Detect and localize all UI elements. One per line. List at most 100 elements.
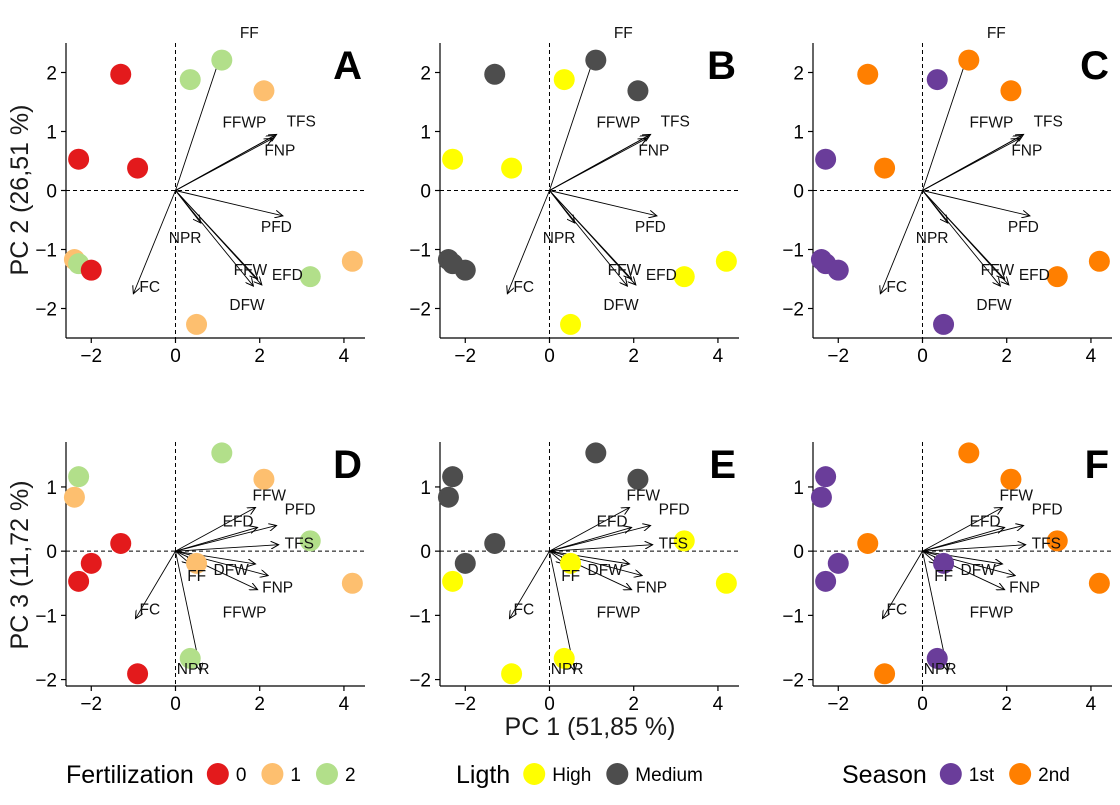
x-tick-label: 2 (254, 346, 265, 367)
loading-label-ff: FF (934, 568, 953, 585)
x-tick-label: 0 (170, 694, 181, 715)
loading-arrow-ff (922, 52, 968, 191)
legend-ligth: Ligth High Medium (456, 761, 703, 789)
y-tick-label: 1 (46, 123, 57, 144)
loading-label-pfd: PFD (635, 219, 666, 236)
loading-label-ff: FF (187, 568, 206, 585)
y-tick-label: 1 (420, 478, 431, 499)
loading-label-ff: FF (614, 25, 633, 42)
data-point (186, 552, 208, 574)
y-tick-label: −2 (782, 671, 804, 692)
x-tick-label: −2 (80, 346, 102, 367)
legend-key (939, 763, 962, 785)
x-tick-label: 4 (339, 694, 350, 715)
legend-label: Medium (635, 765, 703, 786)
loading-arrow-pfd (175, 525, 276, 552)
legend-label: 2 (345, 765, 356, 786)
loading-arrow-fnp (175, 139, 272, 191)
data-point (933, 552, 955, 574)
y-tick-label: −1 (35, 241, 57, 262)
loading-arrow-pfd (922, 525, 1023, 552)
loading-label-fnp: FNP (636, 580, 667, 597)
loading-arrow-fnp (549, 139, 646, 191)
panel-letter: B (707, 44, 736, 88)
y-tick-label: −1 (409, 606, 431, 627)
data-point (68, 570, 90, 592)
loading-arrow-efd (549, 527, 631, 552)
panel-letter: A (333, 44, 362, 88)
loading-label-dfw: DFW (603, 297, 639, 314)
loading-label-pfd: PFD (1008, 219, 1039, 236)
legend-key (315, 763, 338, 785)
loading-arrow-efd (549, 190, 635, 285)
loading-label-ffw: FFW (234, 262, 268, 279)
data-point (454, 552, 476, 574)
loading-label-ffw: FFW (608, 262, 642, 279)
x-tick-label: −2 (827, 694, 849, 715)
data-point (810, 486, 832, 508)
loading-label-tfs: TFS (661, 113, 690, 130)
x-tick-label: 0 (544, 694, 555, 715)
loading-label-dfw: DFW (976, 297, 1012, 314)
loading-arrow-pfd (549, 190, 656, 216)
legend-title: Season (842, 761, 927, 789)
data-point (501, 663, 523, 685)
data-point (1000, 80, 1022, 102)
x-tick-label: 4 (713, 346, 724, 367)
loading-label-efd: EFD (646, 267, 677, 284)
y-tick-label: −1 (35, 606, 57, 627)
loading-label-pfd: PFD (285, 501, 316, 518)
x-tick-label: 4 (1086, 694, 1097, 715)
loading-arrow-pfd (922, 190, 1029, 216)
legend-key (261, 763, 284, 785)
legend-label: 1 (290, 765, 301, 786)
loading-arrow-fc (507, 190, 550, 294)
loading-label-dfw: DFW (961, 562, 997, 579)
panel-letter: E (709, 443, 736, 487)
panel-b: −2 0 2 4 −2 −1 0 1 2 FF FFWP TFS FNP PFD NPR FFW EFD DFW F… (409, 25, 739, 367)
loading-arrow-tfs (175, 545, 278, 552)
panel-e: −2 0 2 4 −2 −1 0 1 FFW EFD PFD TFS DFW FNP FFWP FF FC NPR… (409, 442, 739, 715)
data-point (857, 63, 879, 85)
panel-a: −2 0 2 4 −2 −1 0 1 2 FF FFWP TFS FNP PFD NPR FFW EFD DFW F… (35, 25, 365, 367)
data-point (437, 486, 459, 508)
data-point (341, 572, 363, 594)
x-tick-label: 2 (1001, 694, 1012, 715)
loading-label-ffwp: FFWP (597, 605, 641, 622)
data-point (827, 259, 849, 281)
y-tick-label: 0 (46, 182, 57, 203)
loading-label-fc: FC (513, 279, 534, 296)
loading-label-dfw: DFW (588, 562, 624, 579)
loading-label-tfs: TFS (1034, 113, 1063, 130)
loading-arrow-dfw (922, 550, 1002, 564)
loading-label-efd: EFD (1019, 267, 1050, 284)
loading-label-npr: NPR (543, 230, 576, 247)
loading-label-ffwp: FFWP (969, 115, 1013, 132)
x-tick-label: 2 (254, 694, 265, 715)
loading-arrow-pfd (175, 190, 282, 216)
data-point (1088, 572, 1110, 594)
loading-label-npr: NPR (924, 661, 957, 678)
data-point (253, 80, 275, 102)
legend-key (606, 763, 629, 785)
data-point (186, 313, 208, 335)
data-point (484, 63, 506, 85)
x-tick-label: 4 (1086, 346, 1097, 367)
data-point (442, 570, 464, 592)
y-tick-label: 2 (46, 64, 57, 85)
data-point (627, 80, 649, 102)
data-point (127, 157, 149, 179)
loading-label-tfs: TFS (287, 113, 316, 130)
data-point (933, 313, 955, 335)
loading-label-ffw: FFW (253, 487, 287, 504)
data-point (874, 157, 896, 179)
loading-arrow-ffw (922, 507, 1002, 552)
loading-label-npr: NPR (916, 230, 949, 247)
loading-label-dfw: DFW (214, 562, 250, 579)
x-tick-label: 4 (339, 346, 350, 367)
loading-arrow-efd (922, 190, 1008, 285)
data-point (80, 552, 102, 574)
data-point (560, 313, 582, 335)
